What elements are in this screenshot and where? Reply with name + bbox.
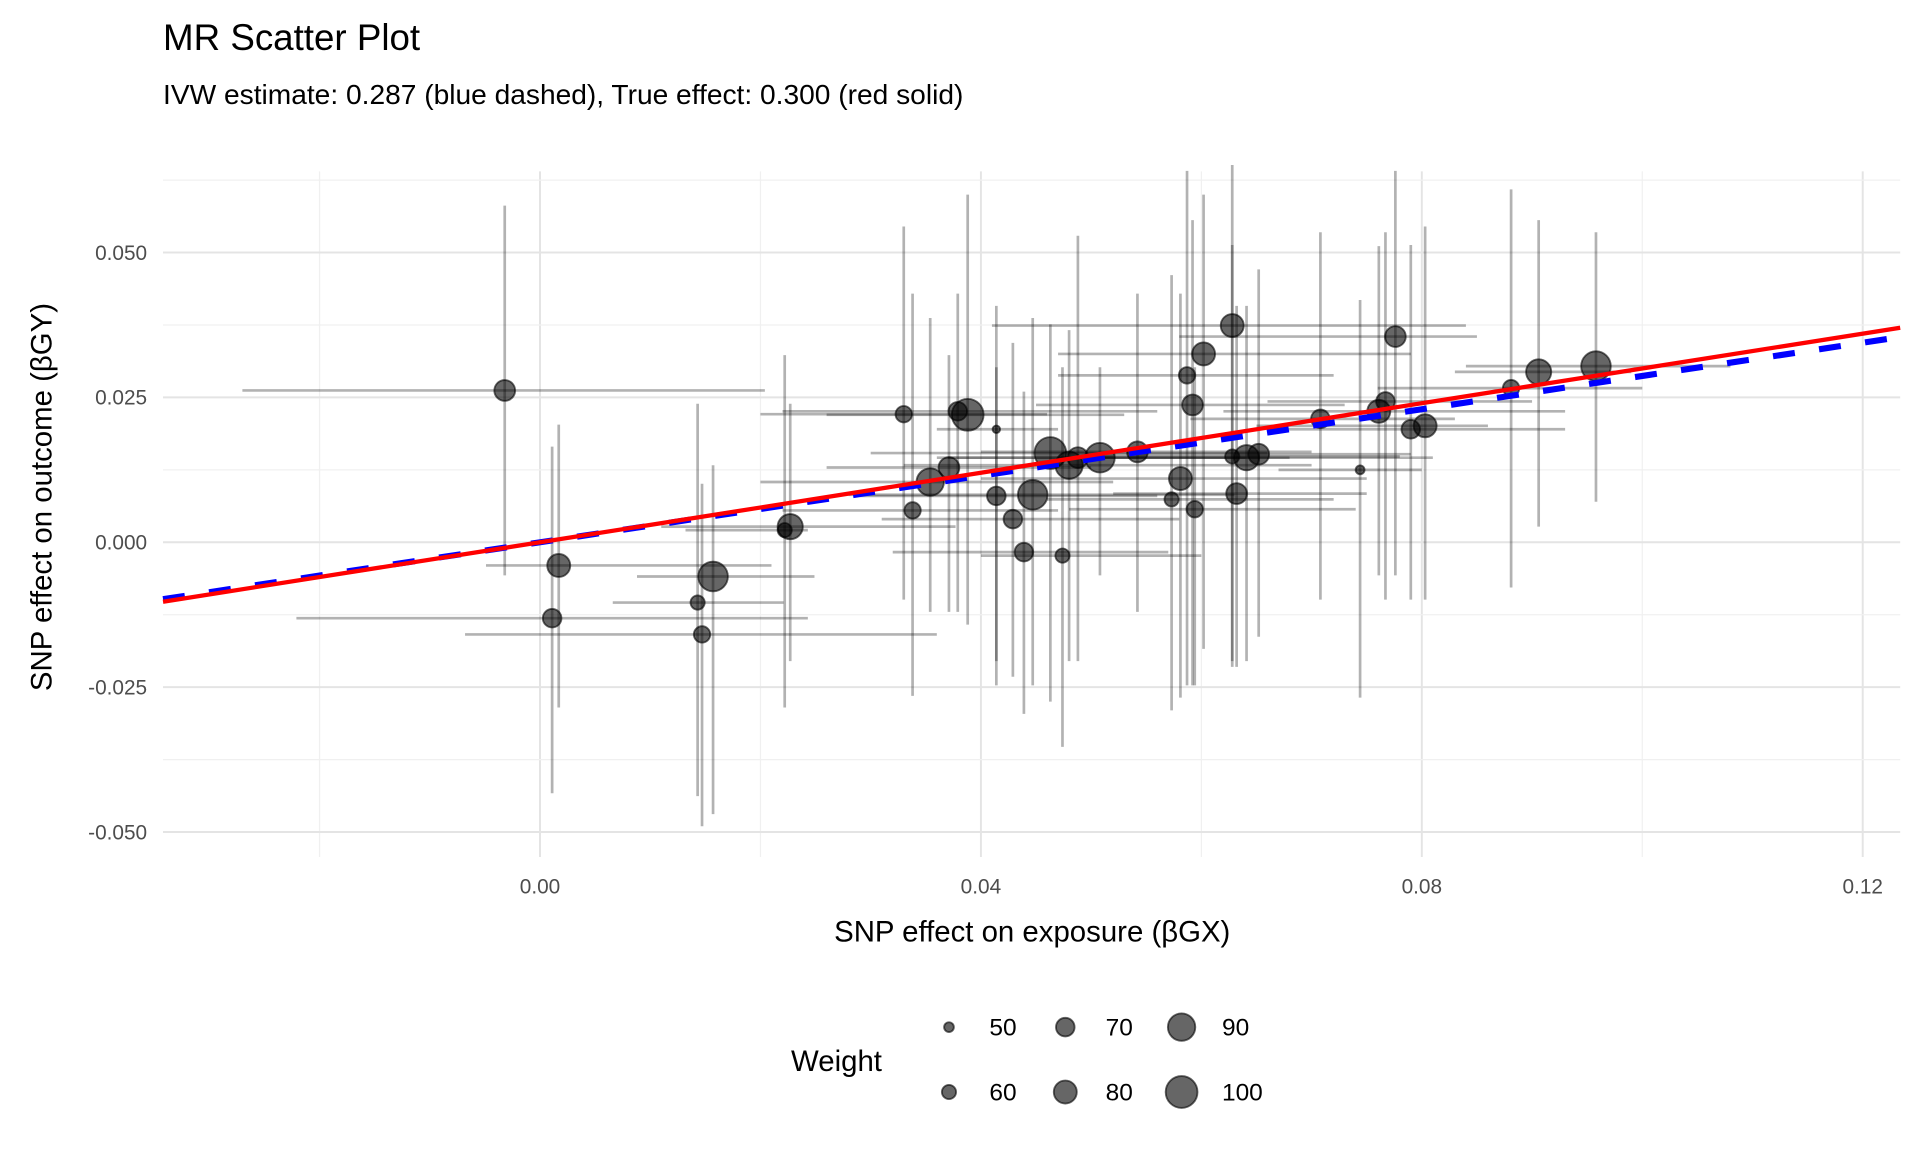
- y-tick-label: -0.025: [88, 677, 147, 700]
- y-tick-label: 0.050: [95, 242, 147, 265]
- legend-key-circle: [943, 1021, 955, 1033]
- legend-label: 70: [1106, 1015, 1133, 1042]
- data-point: [1013, 541, 1035, 563]
- data-point: [1054, 547, 1071, 564]
- data-point: [546, 553, 572, 578]
- true-effect-line: [162, 325, 1901, 604]
- legend-key-circle: [940, 1083, 958, 1101]
- x-tick-label: 0.00: [520, 876, 560, 899]
- data-point: [1225, 482, 1248, 505]
- legend-label: 80: [1106, 1080, 1133, 1107]
- x-tick-label: 0.12: [1842, 876, 1882, 899]
- y-axis-title: SNP effect on outcome (βGY): [26, 303, 59, 691]
- data-point: [1191, 341, 1216, 367]
- legend-label: 90: [1222, 1015, 1249, 1042]
- legend: Weight 50 60 70 80 90 100: [791, 1012, 1263, 1109]
- data-point: [1354, 464, 1366, 476]
- data-point: [1247, 442, 1271, 466]
- tick-labels: 0.00 0.04 0.08 0.12 0.050 0.025 0.000 -0.025 -0.…: [88, 242, 1883, 899]
- data-point: [1525, 358, 1553, 386]
- legend-label: 100: [1222, 1080, 1263, 1107]
- data-point: [1167, 466, 1193, 491]
- data-point: [1177, 366, 1197, 385]
- data-point: [1002, 508, 1024, 530]
- legend-key-circle: [1055, 1016, 1076, 1038]
- data-point: [1412, 413, 1438, 439]
- legend-key-circle: [1052, 1079, 1078, 1105]
- legend-key-circle: [1164, 1075, 1199, 1109]
- fit-lines: [162, 325, 1901, 604]
- legend-title: Weight: [791, 1045, 882, 1078]
- data-point: [1219, 313, 1245, 338]
- data-point: [493, 379, 517, 402]
- x-tick-label: 0.08: [1402, 876, 1442, 899]
- data-point: [1181, 393, 1204, 417]
- legend-label: 60: [989, 1080, 1016, 1107]
- data-point: [776, 513, 804, 541]
- data-point: [692, 625, 712, 644]
- y-tick-label: 0.000: [95, 532, 147, 555]
- data-point: [903, 501, 922, 520]
- data-point: [986, 485, 1007, 507]
- data-point: [894, 405, 913, 424]
- chart-subtitle: IVW estimate: 0.287 (blue dashed), True …: [163, 79, 963, 110]
- data-point: [1016, 479, 1049, 511]
- data-point: [1185, 500, 1204, 519]
- data-point: [1163, 491, 1180, 508]
- data-point: [541, 607, 563, 629]
- chart-title: MR Scatter Plot: [163, 17, 420, 58]
- legend-key-circle: [1166, 1012, 1197, 1042]
- data-point: [1384, 325, 1407, 348]
- x-tick-label: 0.04: [961, 876, 1001, 899]
- data-point: [697, 560, 729, 593]
- data-point: [689, 594, 706, 611]
- grid: [163, 171, 1901, 857]
- data-point: [991, 424, 1002, 434]
- data-point: [950, 397, 985, 432]
- x-axis-title: SNP effect on exposure (βGX): [834, 915, 1230, 948]
- y-tick-label: -0.050: [88, 821, 147, 844]
- legend-label: 50: [989, 1015, 1016, 1042]
- y-tick-label: 0.025: [95, 387, 147, 410]
